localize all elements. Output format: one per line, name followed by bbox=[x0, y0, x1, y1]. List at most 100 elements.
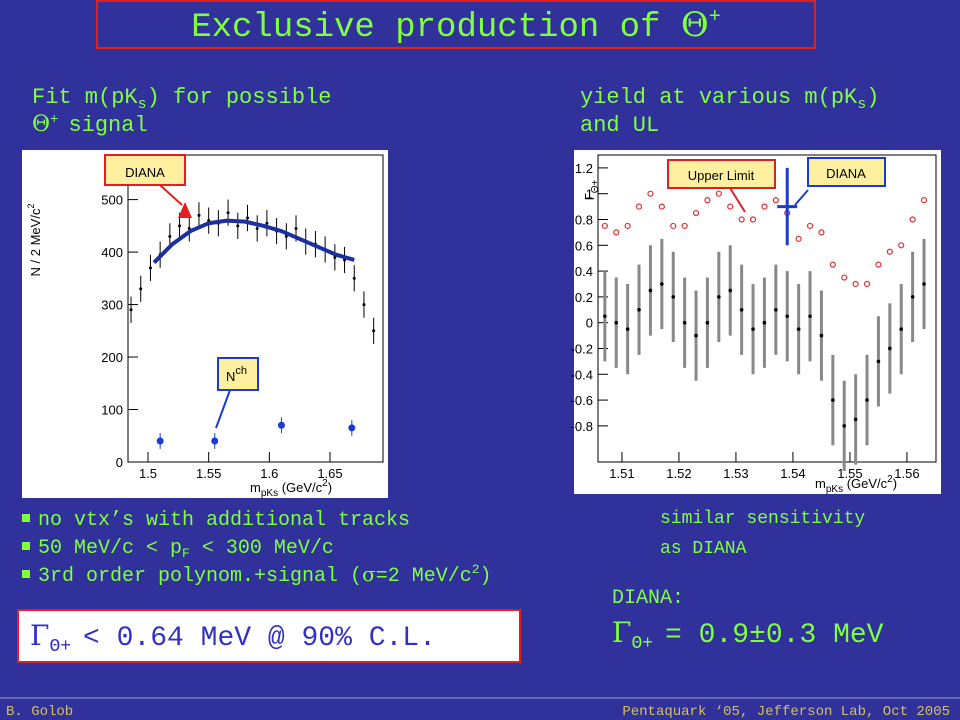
point bbox=[717, 295, 721, 299]
point bbox=[660, 282, 664, 286]
point bbox=[727, 203, 734, 210]
point bbox=[637, 307, 641, 312]
point bbox=[348, 424, 356, 432]
point bbox=[772, 197, 779, 204]
point bbox=[831, 398, 835, 402]
annotation-arrow bbox=[794, 189, 809, 206]
bullet-text: no vtx’s with additional tracks bbox=[38, 509, 410, 532]
note: similar sensitivity bbox=[660, 509, 865, 529]
point bbox=[876, 359, 881, 364]
label-part: N bbox=[226, 369, 235, 384]
diana-label: DIANA: bbox=[612, 587, 684, 610]
y-tick-label: 200 bbox=[101, 350, 123, 365]
annotation-box bbox=[104, 154, 186, 186]
point bbox=[648, 288, 653, 293]
y-tick-label: 500 bbox=[101, 193, 123, 208]
left-heading: Fit m(pKs) for possible bbox=[32, 85, 331, 113]
point bbox=[624, 222, 631, 230]
y-tick-label: -0.4 bbox=[571, 367, 593, 382]
x-tick-label: 1.6 bbox=[260, 466, 278, 481]
result: ΓΘ+ < 0.64 MeV @ 90% C.L. bbox=[30, 619, 436, 657]
point bbox=[865, 398, 869, 402]
x-tick-label: 1.55 bbox=[196, 466, 221, 481]
point bbox=[658, 203, 665, 210]
plot-frame bbox=[597, 154, 937, 463]
y-tick-label: 0.2 bbox=[575, 290, 593, 305]
point bbox=[899, 327, 904, 331]
point bbox=[909, 216, 916, 223]
point bbox=[625, 327, 630, 331]
label-part: 2 bbox=[26, 204, 36, 209]
left-heading: Θ+ signal bbox=[32, 112, 148, 138]
label-part: (GeV/c bbox=[843, 476, 888, 491]
y-tick-label: 1.2 bbox=[575, 161, 593, 176]
point bbox=[671, 295, 676, 299]
label-part: m bbox=[815, 476, 826, 491]
diana-width: ΓΘ+ = 0.9±0.3 MeV bbox=[612, 616, 884, 654]
x-tick-label: 1.54 bbox=[780, 466, 805, 481]
point bbox=[738, 216, 745, 223]
point bbox=[156, 437, 164, 445]
point bbox=[785, 314, 790, 319]
bullet bbox=[22, 570, 30, 578]
point bbox=[774, 307, 778, 312]
point bbox=[362, 303, 366, 307]
annotation-box bbox=[217, 357, 259, 391]
left-plot-panel bbox=[22, 150, 388, 498]
bullet bbox=[22, 514, 30, 522]
point bbox=[739, 307, 744, 312]
fit-curve bbox=[152, 218, 355, 264]
label-part: (GeV/c bbox=[278, 480, 323, 495]
point bbox=[635, 203, 643, 210]
x-tick-label: 1.5 bbox=[139, 466, 157, 481]
y-tick-label: 0 bbox=[586, 316, 593, 331]
label-part: ch bbox=[235, 365, 247, 377]
annotation: DIANA bbox=[826, 166, 866, 181]
point bbox=[888, 346, 892, 351]
bullet-text: 3rd order polynom.+signal (σ=2 MeV/c2) bbox=[38, 562, 492, 588]
bullet bbox=[22, 542, 30, 550]
result-box bbox=[17, 609, 521, 663]
point bbox=[705, 320, 710, 325]
x-axis-label: mpKs (GeV/c2) bbox=[815, 474, 897, 495]
title: Exclusive production of Θ+ bbox=[191, 5, 721, 47]
point bbox=[808, 314, 812, 319]
point bbox=[898, 242, 905, 249]
point bbox=[372, 329, 376, 333]
y-tick-label: 0.4 bbox=[575, 264, 593, 279]
y-tick-label: -0.8 bbox=[571, 419, 593, 434]
point bbox=[761, 203, 768, 210]
point bbox=[670, 222, 677, 230]
annotation-arrow bbox=[215, 389, 231, 429]
point bbox=[751, 327, 755, 331]
point bbox=[129, 308, 133, 312]
plot-frame bbox=[127, 154, 384, 463]
point bbox=[806, 222, 814, 230]
annotation: Nch bbox=[226, 365, 247, 384]
y-tick-label: 0 bbox=[116, 455, 123, 470]
point bbox=[704, 197, 711, 204]
point bbox=[875, 261, 882, 268]
point bbox=[139, 287, 143, 291]
point bbox=[613, 229, 620, 236]
y-axis-label: ΓΘ+ bbox=[582, 179, 601, 200]
point bbox=[692, 209, 700, 217]
label-part: ) bbox=[893, 476, 897, 491]
point bbox=[682, 320, 687, 325]
point bbox=[795, 235, 802, 242]
point bbox=[852, 280, 859, 288]
y-tick-label: 0.6 bbox=[575, 238, 593, 253]
point bbox=[829, 261, 836, 268]
point bbox=[236, 224, 240, 228]
point bbox=[910, 295, 915, 299]
point bbox=[886, 248, 893, 255]
point bbox=[819, 333, 824, 338]
title-box bbox=[96, 0, 816, 49]
label-part: m bbox=[250, 480, 261, 495]
footer-author: B. Golob bbox=[6, 704, 73, 720]
point bbox=[211, 437, 219, 445]
y-tick-label: 400 bbox=[101, 245, 123, 260]
point bbox=[796, 327, 801, 331]
annotation-box bbox=[807, 157, 886, 187]
right-heading: yield at various m(pKs) bbox=[580, 85, 879, 113]
